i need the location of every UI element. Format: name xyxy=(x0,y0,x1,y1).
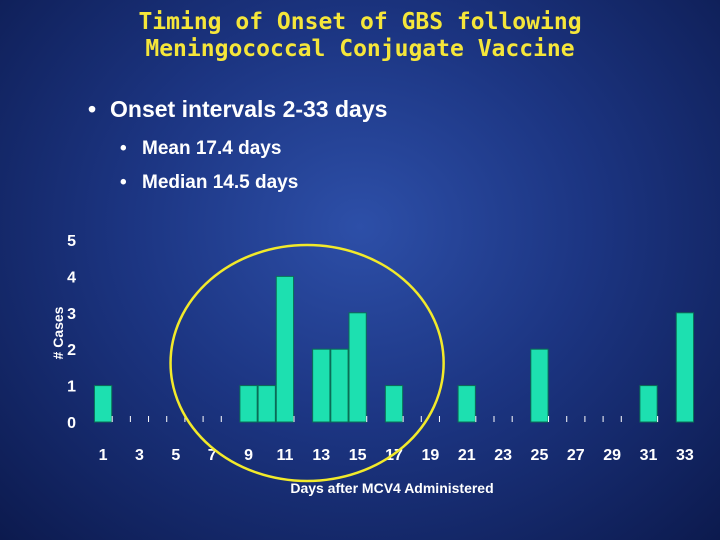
x-tick-label: 5 xyxy=(171,447,180,464)
bar-day-21 xyxy=(457,385,476,423)
bullet-mean: • Mean 17.4 days xyxy=(120,138,281,160)
x-tick-label: 13 xyxy=(312,447,330,464)
slide-title-line2: Meningococcal Conjugate Vaccine xyxy=(145,36,575,62)
bar-day-14 xyxy=(330,348,349,423)
y-axis-title: # Cases xyxy=(50,306,66,359)
slide-title-line1: Timing of Onset of GBS following xyxy=(138,9,582,35)
bar-day-13 xyxy=(312,348,331,423)
x-tick-label: 25 xyxy=(531,447,549,464)
x-tick-label: 7 xyxy=(208,447,217,464)
bullet-marker: • xyxy=(120,172,127,193)
bar-day-9 xyxy=(239,385,258,423)
x-tick-label: 3 xyxy=(135,447,144,464)
x-tick-label: 33 xyxy=(676,447,694,464)
bullet-median: • Median 14.5 days xyxy=(120,172,298,194)
y-tick-label: 1 xyxy=(67,379,76,396)
y-tick-label: 3 xyxy=(67,306,76,323)
bar-day-11 xyxy=(275,275,295,423)
bar-day-15 xyxy=(348,312,367,423)
x-tick-label: 29 xyxy=(603,447,621,464)
bar-day-33 xyxy=(675,312,695,423)
bullet-median-text: Median 14.5 days xyxy=(142,172,299,193)
bar-day-31 xyxy=(639,385,658,423)
y-tick-label: 0 xyxy=(67,415,76,432)
bullet-marker: • xyxy=(88,96,97,122)
bar-day-17 xyxy=(384,385,404,423)
bullet-onset-intervals: • Onset intervals 2-33 days xyxy=(88,96,387,123)
x-tick-label: 23 xyxy=(494,447,512,464)
bullet-mean-text: Mean 17.4 days xyxy=(142,138,282,159)
bullet-onset-intervals-text: Onset intervals 2-33 days xyxy=(110,96,388,122)
y-tick-label: 2 xyxy=(67,342,76,359)
x-tick-label: 19 xyxy=(421,447,439,464)
bar-day-10 xyxy=(257,385,276,423)
bullet-marker: • xyxy=(120,138,127,159)
x-axis-title: Days after MCV4 Administered xyxy=(290,480,493,496)
x-tick-label: 11 xyxy=(276,447,293,464)
highlight-ellipse xyxy=(169,243,445,483)
x-tick-label: 15 xyxy=(349,447,367,464)
x-tick-label: 21 xyxy=(458,447,476,464)
x-tick-label: 9 xyxy=(244,447,253,464)
x-tick-label: 27 xyxy=(567,447,585,464)
bar-day-1 xyxy=(93,385,113,423)
x-tick-label: 1 xyxy=(99,447,108,464)
y-tick-label: 4 xyxy=(67,269,76,286)
y-tick-label: 5 xyxy=(67,233,76,250)
bar-day-25 xyxy=(530,348,549,423)
x-tick-label: 31 xyxy=(640,447,658,464)
